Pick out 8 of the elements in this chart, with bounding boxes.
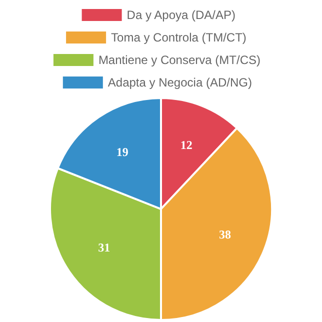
data-label: 12	[180, 138, 192, 152]
data-label: 38	[218, 227, 231, 242]
data-label: 19	[116, 145, 128, 160]
legend-label: Adapta y Negocia (AD/NG)	[108, 76, 252, 90]
legend-label: Da y Apoya (DA/AP)	[126, 8, 236, 22]
legend-label: Toma y Controla (TM/CT)	[111, 30, 246, 44]
data-label: 31	[98, 240, 110, 255]
legend-label: Mantiene y Conserva (MT/CS)	[98, 53, 260, 67]
